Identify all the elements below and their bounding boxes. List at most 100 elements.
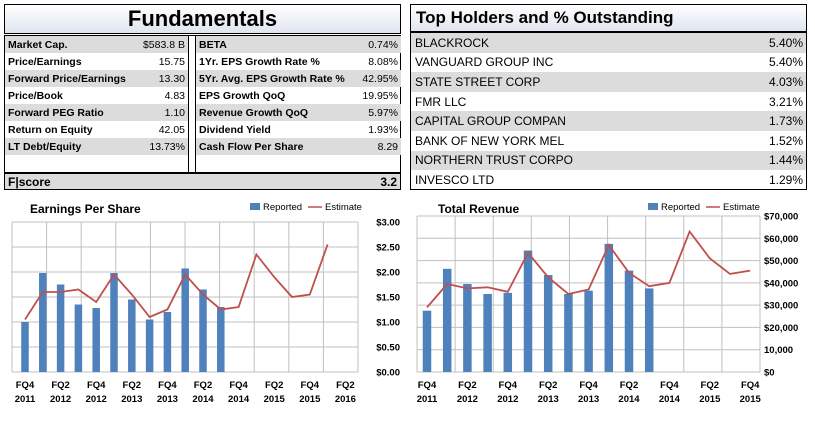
holder-percent: 5.40%	[768, 55, 803, 70]
fundamentals-table: Market Cap. $583.8 B Price/Earnings 15.75 Fo…	[4, 35, 401, 173]
y-tick-label: $70,000	[764, 212, 798, 223]
bar-reported	[503, 292, 513, 372]
bar-reported	[74, 304, 83, 372]
y-tick-label: $0.50	[376, 343, 400, 354]
y-tick-label: $60,000	[764, 234, 798, 245]
metric-label: Cash Flow Per Share	[199, 140, 304, 153]
metric-label: LT Debt/Equity	[8, 140, 82, 153]
bar-reported	[21, 322, 29, 372]
holder-percent: 1.44%	[768, 153, 803, 168]
line-estimate	[24, 244, 329, 320]
chart-title: Earnings Per Share	[30, 202, 141, 216]
x-tick-label: 2012	[457, 394, 478, 405]
x-tick-label: FQ2	[539, 380, 557, 391]
right-row: Dividend Yield 1.93%	[196, 121, 401, 138]
line-estimate	[426, 229, 751, 308]
holders-table: BLACKROCK 5.40% VANGUARD GROUP INC 5.40% STA…	[410, 32, 807, 190]
bar-reported	[199, 289, 207, 372]
holder-percent: 1.52%	[768, 133, 803, 148]
y-tick-label: $3.00	[376, 218, 400, 229]
x-tick-label: FQ4	[301, 380, 320, 391]
legend-label-estimate: Estimate	[723, 202, 760, 213]
left-row: Price/Book 4.83	[5, 87, 188, 104]
x-tick-label: FQ4	[741, 380, 760, 391]
metric-value: 1.10	[164, 106, 185, 119]
y-tick-label: $0	[764, 368, 775, 379]
y-tick-label: $30,000	[764, 301, 798, 312]
holder-percent: 4.03%	[768, 74, 803, 89]
bar-reported	[181, 268, 189, 372]
right-row: Revenue Growth QoQ 5.97%	[196, 104, 401, 121]
holder-name: STATE STREET CORP	[415, 74, 541, 89]
fscore-value: 3.2	[380, 174, 397, 189]
holder-row: NORTHERN TRUST CORPO 1.44%	[411, 150, 806, 171]
legend-swatch-reported	[648, 203, 658, 210]
x-tick-label: FQ4	[660, 380, 679, 391]
fundamentals-left-column: Market Cap. $583.8 B Price/Earnings 15.75 Fo…	[5, 36, 189, 172]
bar-reported	[128, 299, 136, 372]
x-tick-label: 2013	[157, 394, 178, 405]
y-tick-label: $0.00	[376, 368, 400, 379]
bar-reported	[564, 294, 573, 372]
right-row: 1Yr. EPS Growth Rate % 8.08%	[196, 53, 401, 70]
legend-swatch-reported	[250, 203, 260, 210]
metric-label: 1Yr. EPS Growth Rate %	[199, 55, 320, 68]
y-tick-label: $20,000	[764, 323, 798, 334]
x-tick-label: 2014	[192, 394, 214, 405]
x-tick-label: FQ4	[158, 380, 177, 391]
holder-percent: 3.21%	[768, 94, 803, 109]
metric-value: 19.95%	[362, 89, 398, 102]
fundamentals-right-column: BETA 0.74% 1Yr. EPS Growth Rate % 8.08% 5Yr.…	[195, 36, 401, 172]
y-tick-label: $1.00	[376, 318, 400, 329]
x-tick-label: FQ2	[194, 380, 212, 391]
x-tick-label: FQ2	[701, 380, 719, 391]
metric-label: Forward PEG Ratio	[8, 106, 104, 119]
holder-row: STATE STREET CORP 4.03%	[411, 72, 806, 92]
left-row: Forward Price/Earnings 13.30	[5, 70, 188, 87]
x-tick-label: 2011	[15, 394, 36, 405]
holder-name: CAPITAL GROUP COMPAN	[415, 114, 566, 129]
y-tick-label: $1.50	[376, 293, 400, 304]
legend-label-reported: Reported	[661, 202, 700, 213]
left-row: Return on Equity 42.05	[5, 121, 188, 138]
holders-title: Top Holders and % Outstanding	[410, 4, 807, 32]
metric-label: Price/Book	[8, 89, 63, 102]
legend-label-reported: Reported	[263, 202, 302, 213]
x-tick-label: 2013	[578, 394, 599, 405]
bar-reported	[543, 275, 553, 372]
holder-row: FMR LLC 3.21%	[411, 92, 806, 112]
bar-reported	[422, 310, 432, 372]
bar-reported	[56, 284, 65, 372]
y-tick-label: $40,000	[764, 278, 798, 289]
fscore-row: F|score 3.2	[4, 173, 401, 190]
right-row: BETA 0.74%	[196, 36, 401, 53]
bar-reported	[624, 270, 634, 372]
bar-reported	[644, 288, 654, 372]
holder-row: CAPITAL GROUP COMPAN 1.73%	[411, 111, 806, 131]
bar-reported	[92, 308, 100, 372]
x-tick-label: FQ2	[123, 380, 141, 391]
metric-label: BETA	[199, 38, 227, 51]
left-row: Forward PEG Ratio 1.10	[5, 104, 188, 121]
x-tick-label: 2013	[121, 394, 142, 405]
x-tick-label: FQ4	[499, 380, 518, 391]
x-tick-label: FQ2	[458, 380, 476, 391]
x-tick-label: 2012	[86, 394, 107, 405]
holder-name: NORTHERN TRUST CORPO	[415, 153, 574, 168]
metric-value: 8.29	[377, 140, 398, 153]
x-tick-label: 2015	[299, 394, 321, 405]
metric-value: $583.8 B	[142, 38, 185, 51]
legend-label-estimate: Estimate	[325, 202, 362, 213]
bar-reported	[442, 268, 452, 372]
metric-value: 4.83	[164, 89, 185, 102]
metric-value: 13.73%	[149, 140, 185, 153]
x-tick-label: FQ2	[265, 380, 283, 391]
bar-reported	[463, 283, 472, 372]
bar-reported	[39, 273, 47, 372]
bar-reported	[523, 250, 533, 372]
holder-percent: 1.29%	[768, 172, 803, 187]
metric-value: 1.93%	[368, 123, 398, 136]
metric-label: Revenue Growth QoQ	[199, 106, 309, 119]
x-tick-label: FQ2	[51, 380, 69, 391]
y-tick-label: 10,000	[764, 345, 793, 356]
